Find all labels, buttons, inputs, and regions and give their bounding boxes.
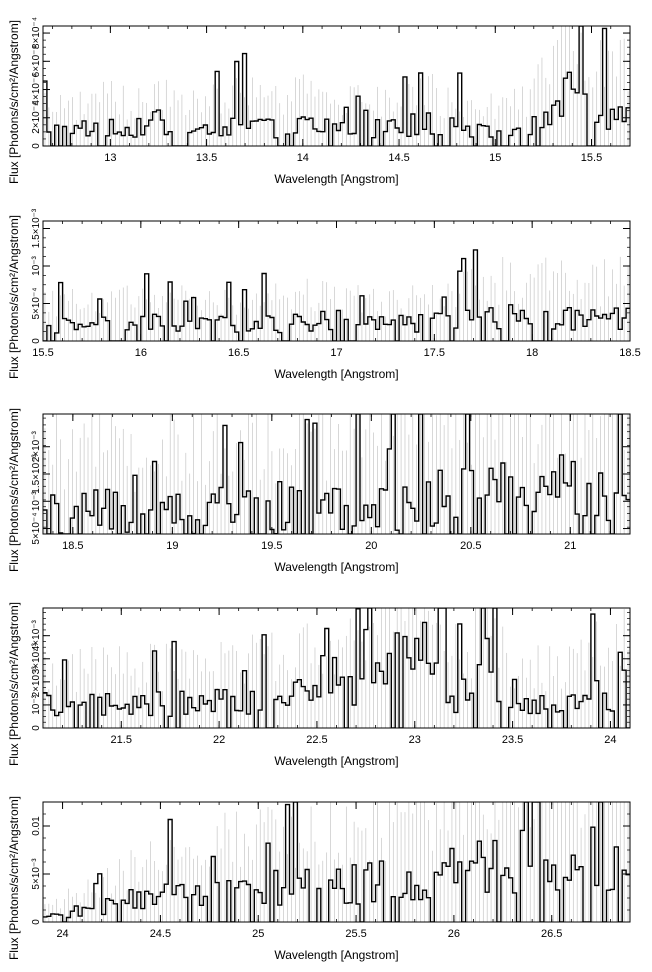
x-axis-title: Wavelength [Angstrom]	[274, 754, 398, 768]
y-tick-label: 6×10⁻⁴	[31, 45, 42, 77]
x-tick-label: 24.5	[150, 928, 171, 940]
x-tick-label: 17	[330, 347, 342, 359]
x-tick-label: 14.5	[388, 152, 409, 164]
plot-area	[43, 414, 630, 534]
y-tick-label: 0	[31, 919, 42, 925]
y-tick-label: 0	[31, 143, 42, 149]
x-tick-label: 15.5	[32, 347, 53, 359]
x-tick-label: 13	[104, 152, 116, 164]
x-tick-label: 14	[297, 152, 309, 164]
y-axis-title: Flux [Photons/s/cm²/Angstrom]	[7, 215, 21, 379]
y-tick-label: 5×10⁻⁴	[31, 287, 42, 319]
y-tick-label: 1.5×10⁻³	[31, 208, 42, 248]
x-axis-title: Wavelength [Angstrom]	[274, 172, 398, 186]
y-tick-label: 4×10⁻³	[31, 619, 42, 651]
data-histogram	[43, 26, 630, 146]
x-tick-label: 22	[213, 734, 225, 746]
x-tick-label: 23	[409, 734, 421, 746]
x-tick-label: 18.5	[62, 540, 83, 552]
x-tick-label: 16.5	[228, 347, 249, 359]
y-axis-title: Flux [Photons/s/cm²/Angstrom]	[7, 408, 21, 572]
y-tick-label: 10⁻³	[31, 255, 42, 275]
y-tick-label: 2×10⁻³	[31, 666, 42, 698]
x-axis-title: Wavelength [Angstrom]	[274, 948, 398, 962]
x-tick-label: 26	[448, 928, 460, 940]
y-tick-label: 0	[31, 725, 42, 731]
x-tick-label: 19	[166, 540, 178, 552]
y-tick-label: 5×10⁻³	[31, 858, 42, 890]
x-axis-title: Wavelength [Angstrom]	[274, 367, 398, 381]
x-tick-label: 19.5	[261, 540, 282, 552]
x-tick-label: 21	[564, 540, 576, 552]
x-tick-label: 21.5	[111, 734, 132, 746]
y-tick-label: 0.01	[31, 816, 42, 836]
y-axis-title: Flux [Photons/s/cm²/Angstrom]	[7, 602, 21, 766]
plot-frame	[42, 25, 631, 147]
x-tick-label: 18.5	[619, 347, 640, 359]
data-histogram	[43, 414, 630, 534]
x-tick-label: 26.5	[541, 928, 562, 940]
chart-panel-4: 21.5 22 22.5 23 23.5 24 0 10⁻³2×10⁻³3×10⁻³4×10⁻…	[7, 602, 631, 768]
y-tick-label: 2×10⁻⁴	[31, 102, 42, 134]
x-tick-label: 16	[135, 347, 147, 359]
x-tick-label: 22.5	[306, 734, 327, 746]
y-tick-label: 8×10⁻⁴	[31, 17, 42, 49]
x-tick-label: 15	[489, 152, 501, 164]
chart-panel-2: 15.5 16 16.5 17 17.5 18 18.5 0 5×10⁻⁴ 10⁻³ 1.5×10⁻…	[7, 208, 641, 381]
plot-area	[43, 26, 630, 146]
x-tick-label: 24	[604, 734, 616, 746]
y-tick-label: 1.5×10⁻³	[31, 454, 42, 494]
y-tick-label: 0	[31, 338, 42, 344]
data-histogram	[43, 802, 630, 922]
plot-area	[43, 249, 630, 341]
plot-area	[43, 608, 630, 728]
y-tick-label: 3×10⁻³	[31, 643, 42, 675]
x-tick-label: 25.5	[345, 928, 366, 940]
x-axis-title: Wavelength [Angstrom]	[274, 560, 398, 574]
x-tick-label: 17.5	[424, 347, 445, 359]
y-tick-label: 2×10⁻³	[31, 430, 42, 462]
y-tick-label: 10⁻³	[31, 491, 42, 511]
y-tick-label: 5×10⁻⁴	[31, 512, 42, 544]
y-axis-title: Flux [Photons/s/cm²/Angstrom]	[7, 20, 21, 184]
data-histogram	[43, 608, 630, 728]
x-tick-label: 13.5	[196, 152, 217, 164]
x-tick-label: 24	[56, 928, 68, 940]
y-tick-label: 4×10⁻⁴	[31, 73, 42, 105]
chart-panel-5: 24 24.5 25 25.5 26 26.5 0 5×10⁻³ 0.01 Wavelength …	[7, 796, 631, 962]
chart-panel-1: 13 13.5 14 14.5 15 15.5 0 2×10⁻⁴4×10⁻⁴6×10⁻⁴8×1…	[7, 17, 631, 186]
plot-area	[43, 802, 630, 922]
x-tick-label: 20	[365, 540, 377, 552]
chart-panel-3: 18.5 19 19.5 20 20.5 21 5×10⁻⁴10⁻³1.5×10⁻³2×10…	[7, 408, 631, 574]
x-tick-label: 18	[526, 347, 538, 359]
x-tick-label: 15.5	[581, 152, 602, 164]
data-histogram	[43, 249, 630, 341]
x-tick-label: 23.5	[502, 734, 523, 746]
x-tick-label: 20.5	[460, 540, 481, 552]
y-tick-label: 10⁻³	[31, 694, 42, 714]
y-axis-title: Flux [Photons/s/cm²/Angstrom]	[7, 796, 21, 960]
x-tick-label: 25	[252, 928, 264, 940]
